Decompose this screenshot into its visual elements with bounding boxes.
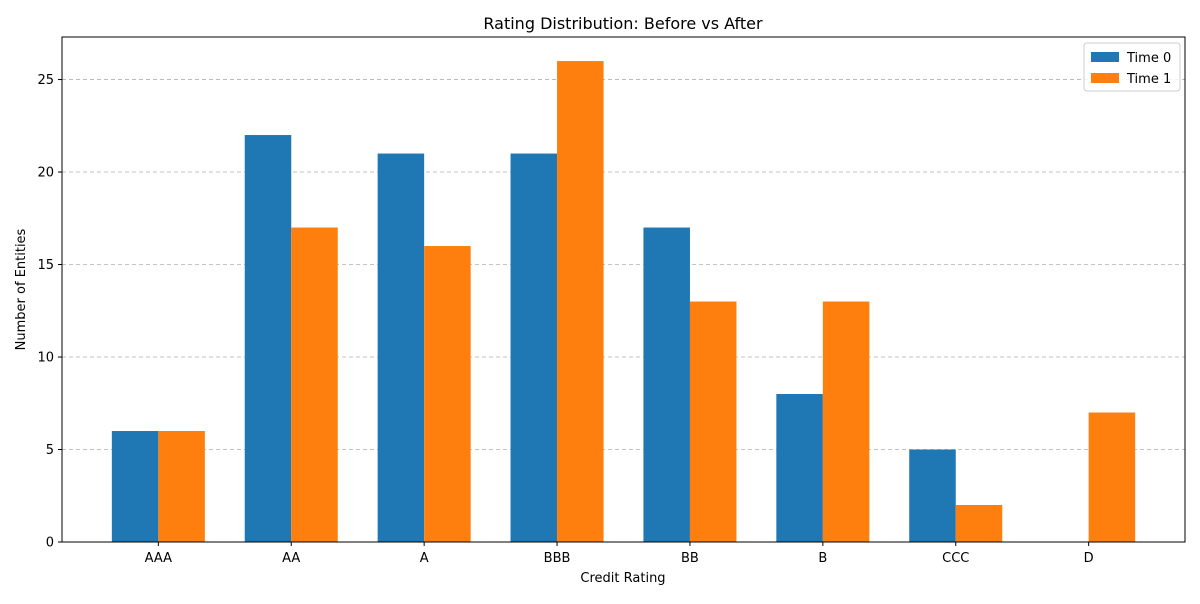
y-axis-label: Number of Entities bbox=[14, 228, 29, 350]
x-tick-label: CCC bbox=[942, 551, 969, 566]
y-tick-label: 5 bbox=[46, 443, 54, 458]
y-tick-label: 20 bbox=[37, 166, 54, 181]
bar-bbb-series-1 bbox=[557, 61, 604, 543]
legend-label-0: Time 0 bbox=[1126, 51, 1171, 66]
bar-bb-series-0 bbox=[643, 227, 690, 542]
y-tick-label: 0 bbox=[46, 536, 54, 551]
bar-bb-series-1 bbox=[689, 301, 737, 542]
x-tick-label: AAA bbox=[145, 551, 173, 566]
x-axis-label: Credit Rating bbox=[580, 571, 665, 586]
chart-title: Rating Distribution: Before vs After bbox=[483, 14, 763, 33]
x-tick-label: BB bbox=[681, 551, 699, 566]
x-tick-label: BBB bbox=[544, 551, 571, 566]
legend-label-1: Time 1 bbox=[1126, 72, 1171, 87]
y-tick-label: 25 bbox=[37, 73, 54, 88]
grid-lines bbox=[62, 79, 1185, 450]
bar-a-series-0 bbox=[377, 153, 425, 543]
legend-swatch-0 bbox=[1091, 52, 1119, 62]
bar-b-series-1 bbox=[822, 301, 870, 542]
legend-swatch-1 bbox=[1091, 73, 1119, 83]
plot-frame bbox=[61, 36, 1186, 543]
bar-aa-series-1 bbox=[291, 227, 338, 542]
bar-ccc-series-1 bbox=[955, 505, 1003, 542]
bar-ccc-series-0 bbox=[909, 449, 956, 542]
bars-group bbox=[111, 61, 1136, 543]
y-tick-label: 10 bbox=[37, 351, 54, 366]
legend: Time 0 Time 1 bbox=[1083, 42, 1181, 92]
bar-aa-series-0 bbox=[244, 135, 292, 543]
y-tick-label: 15 bbox=[37, 258, 54, 273]
bar-b-series-0 bbox=[776, 394, 823, 542]
bar-bbb-series-0 bbox=[510, 153, 558, 543]
x-tick-label: A bbox=[420, 551, 429, 566]
x-tick-label: D bbox=[1084, 551, 1094, 566]
x-tick-label: B bbox=[818, 551, 827, 566]
bar-aaa-series-1 bbox=[158, 431, 205, 542]
bar-aaa-series-0 bbox=[111, 431, 159, 542]
bar-d-series-1 bbox=[1088, 412, 1136, 542]
bar-a-series-1 bbox=[424, 246, 471, 542]
x-tick-label: AA bbox=[282, 551, 300, 566]
